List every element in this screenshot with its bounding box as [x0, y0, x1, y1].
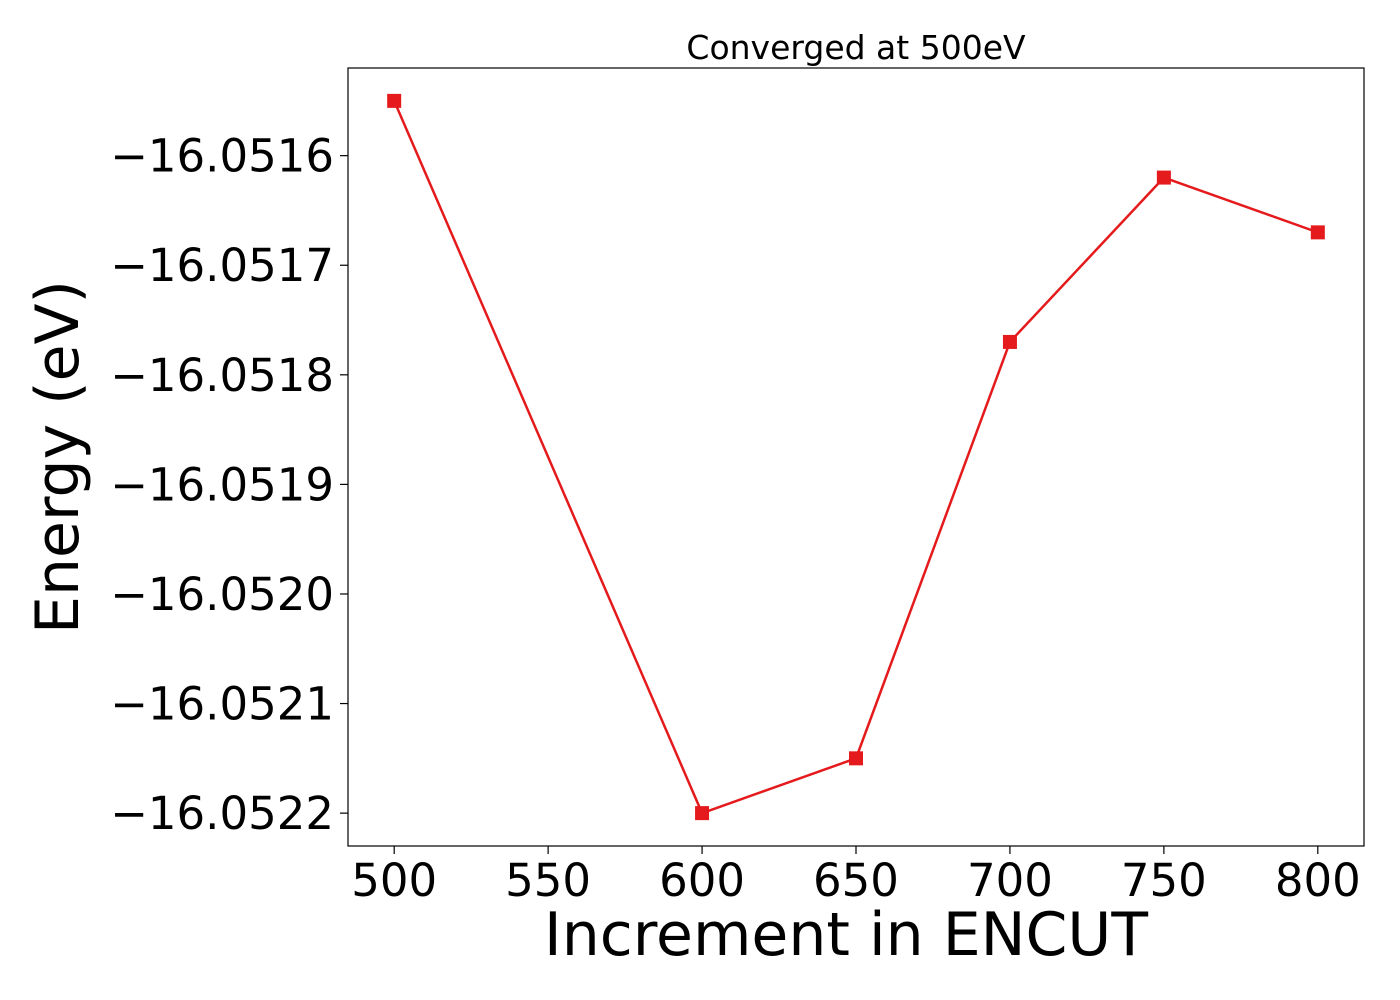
data-point: [387, 93, 402, 108]
x-tick-label: 650: [813, 854, 899, 907]
x-tick-label: 550: [505, 854, 591, 907]
series-group: [387, 93, 1325, 821]
data-point: [1002, 334, 1017, 349]
y-tick-label: −16.0521: [110, 678, 334, 731]
y-tick-label: −16.0517: [110, 239, 334, 292]
data-point: [695, 806, 710, 821]
data-point: [849, 751, 863, 766]
x-axis-ticks: 500 550 600 650 700 750 800: [351, 846, 1361, 907]
chart-title: Converged at 500eV: [686, 28, 1026, 67]
x-tick-label: 600: [659, 854, 745, 907]
y-tick-label: −16.0519: [110, 458, 334, 511]
x-tick-label: 700: [967, 854, 1053, 907]
data-point: [1310, 225, 1325, 240]
series-line: [393, 100, 1319, 815]
x-tick-label: 500: [351, 854, 437, 907]
plot-area: [347, 67, 1365, 847]
y-tick-label: −16.0520: [110, 568, 334, 621]
x-tick-label: 750: [1121, 854, 1207, 907]
data-point: [1156, 170, 1171, 185]
y-axis-ticks: −16.0516 −16.0517 −16.0518 −16.0519 −16.0520…: [110, 130, 348, 840]
y-tick-label: −16.0518: [110, 349, 334, 402]
x-tick-label: 800: [1275, 854, 1361, 907]
y-axis-label: Energy (eV): [23, 280, 93, 634]
x-axis-label: Increment in ENCUT: [544, 900, 1148, 970]
y-tick-label: −16.0522: [110, 787, 334, 840]
y-tick-label: −16.0516: [110, 130, 334, 183]
